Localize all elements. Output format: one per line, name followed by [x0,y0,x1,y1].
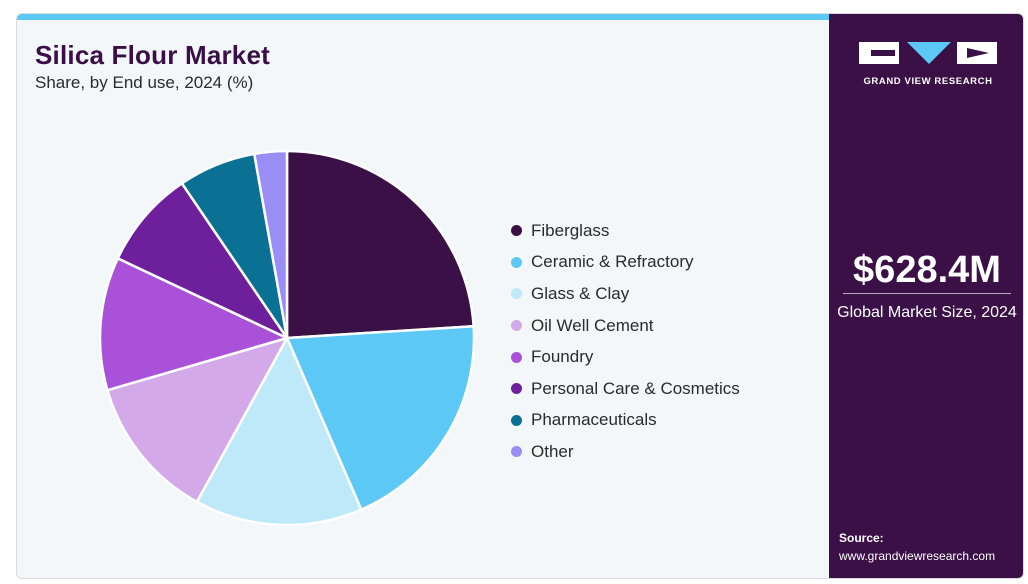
legend-item: Foundry [511,341,740,373]
pie-slice-glass-clay [195,336,363,527]
divider [843,293,1011,294]
pie-slice-ceramic-refractory [285,325,476,511]
chart-card: Silica Flour Market Share, by End use, 2… [16,13,1024,579]
legend-label: Ceramic & Refractory [531,252,694,272]
source-link[interactable]: www.grandviewresearch.com [839,549,996,563]
legend-swatch [511,414,522,426]
pie-slice-foundry [98,257,289,392]
chart-legend: Fiberglass Ceramic & Refractory Glass & Cl… [511,215,740,468]
legend-item: Oil Well Cement [511,310,740,342]
market-size-value: $628.4M [853,249,1001,291]
accent-bar [17,14,829,20]
chart-subtitle: Share, by End use, 2024 (%) [35,73,254,92]
gvr-logo-icon [859,42,997,64]
legend-label: Fiberglass [531,220,610,240]
legend-label: Pharmaceuticals [531,410,657,430]
legend-label: Foundry [531,347,594,367]
legend-label: Other [531,441,574,461]
pie-slice-personal-care-cosmetics [116,182,289,340]
pie-slice-oil-well-cement [106,336,289,504]
legend-label: Glass & Clay [531,283,630,303]
legend-swatch [511,351,522,363]
legend-item: Pharmaceuticals [511,405,740,437]
legend-swatch [511,256,522,268]
legend-swatch [511,383,522,395]
summary-panel: GRAND VIEW RESEARCH $628.4M Global Marke… [829,14,1023,578]
legend-swatch [511,446,522,458]
legend-item: Fiberglass [511,215,740,247]
legend-item: Other [511,436,740,468]
legend-swatch [511,225,522,237]
market-size-label: Global Market Size, 2024 [837,304,1017,321]
legend-swatch [511,320,522,332]
legend-item: Glass & Clay [511,278,740,310]
legend-label: Personal Care & Cosmetics [531,378,740,398]
brand-logo-text: GRAND VIEW RESEARCH [863,76,993,87]
legend-item: Ceramic & Refractory [511,247,740,279]
pie-chart [98,149,476,527]
source-label: Source: [839,531,884,545]
legend-swatch [511,288,522,300]
pie-slice-fiberglass [285,149,475,340]
legend-label: Oil Well Cement [531,315,654,335]
legend-item: Personal Care & Cosmetics [511,373,740,405]
pie-slice-other [253,149,289,340]
brand-logo: GRAND VIEW RESEARCH [855,38,1001,87]
chart-title: Silica Flour Market [35,40,270,70]
